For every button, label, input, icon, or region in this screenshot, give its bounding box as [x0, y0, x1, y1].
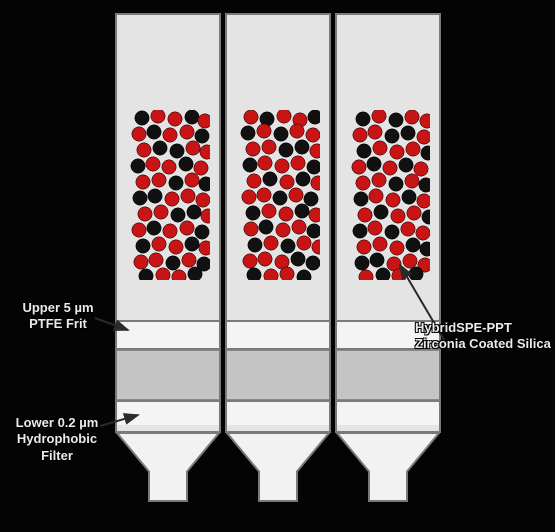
label-lower-filter: Lower 0.2 µmHydrophobic Filter	[2, 415, 112, 464]
label-line: Lower 0.2 µm	[16, 415, 99, 430]
label-line: Zirconia Coated Silica	[415, 336, 551, 351]
label-line: Filter	[41, 448, 73, 463]
label-sorbent: HybridSPE-PPTZirconia Coated Silica	[415, 320, 555, 353]
label-line: HybridSPE-PPT	[415, 320, 512, 335]
label-line: Hydrophobic	[17, 431, 97, 446]
label-upper-frit: Upper 5 µmPTFE Frit	[8, 300, 108, 333]
label-line: PTFE Frit	[29, 316, 87, 331]
label-line: Upper 5 µm	[22, 300, 93, 315]
